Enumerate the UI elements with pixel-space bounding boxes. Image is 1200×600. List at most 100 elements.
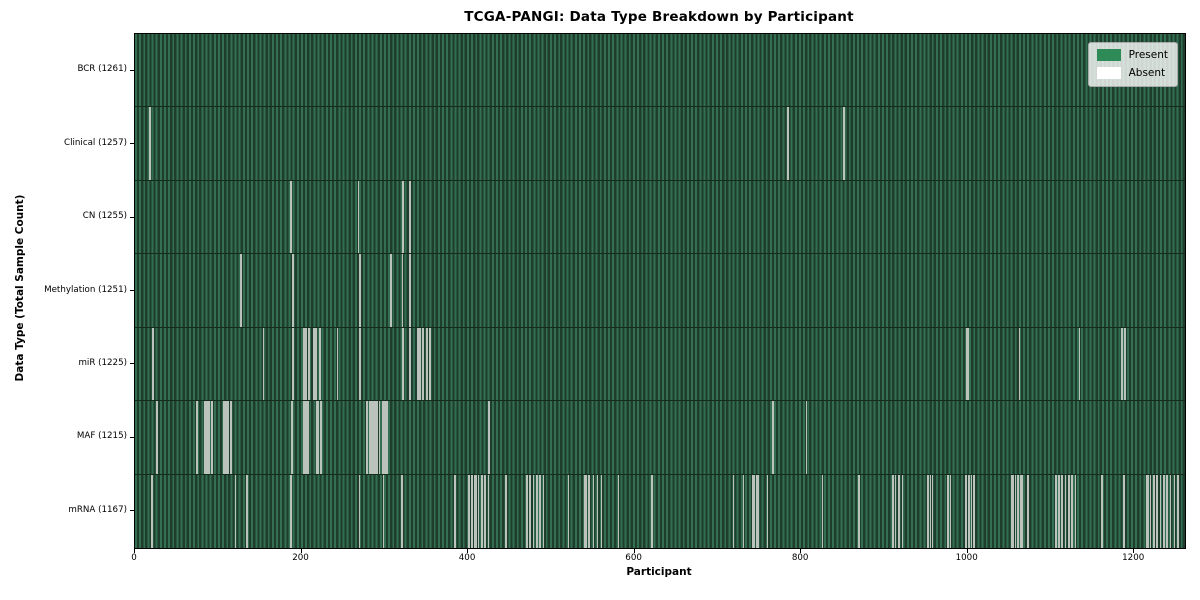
absent-mark — [539, 474, 541, 548]
absent-mark — [968, 474, 970, 548]
absent-mark — [419, 327, 421, 401]
xtick-mark — [467, 548, 469, 553]
absent-mark — [152, 327, 155, 401]
absent-mark — [894, 474, 897, 548]
absent-mark — [1011, 474, 1013, 548]
xtick-label: 1200 — [1122, 553, 1145, 563]
absent-mark — [336, 327, 339, 401]
absent-mark — [592, 474, 595, 548]
absent-mark — [1054, 474, 1057, 548]
ytick-mark — [130, 510, 134, 512]
absent-mark — [305, 401, 307, 474]
absent-mark — [207, 401, 209, 474]
absent-mark — [291, 401, 293, 474]
absent-mark — [766, 474, 769, 548]
absent-mark — [312, 327, 315, 401]
chart-title: TCGA-PANGI: Data Type Breakdown by Parti… — [464, 9, 854, 25]
absent-mark — [372, 401, 375, 474]
ytick-mark — [130, 363, 134, 365]
ytick-label-mrna: mRNA (1167) — [68, 504, 127, 515]
absent-mark — [964, 474, 967, 548]
absent-mark — [229, 401, 232, 474]
absent-mark — [369, 401, 371, 474]
absent-mark — [1074, 474, 1077, 548]
xtick-mark — [800, 548, 802, 553]
absent-mark — [204, 401, 207, 474]
absent-mark — [390, 254, 392, 327]
absent-mark — [303, 327, 306, 401]
xtick-label: 800 — [791, 553, 809, 563]
absent-mark — [931, 474, 934, 548]
absent-mark — [805, 401, 808, 474]
absent-mark — [381, 401, 384, 474]
absent-mark — [246, 474, 248, 548]
absent-mark — [505, 474, 507, 548]
absent-mark — [755, 474, 758, 548]
absent-mark — [1071, 474, 1073, 548]
present-swatch — [1096, 49, 1121, 61]
absent-mark — [1123, 474, 1126, 548]
absent-mark — [359, 327, 361, 401]
legend-label-absent: Absent — [1128, 67, 1166, 79]
absent-mark — [234, 474, 237, 548]
absent-mark — [378, 401, 381, 474]
absent-mark — [316, 401, 318, 474]
absent-mark — [467, 474, 470, 548]
absent-mark — [383, 401, 386, 474]
absent-mark — [308, 327, 311, 401]
absent-mark — [385, 401, 387, 474]
absent-mark — [303, 401, 306, 474]
absent-mark — [373, 401, 376, 474]
absent-mark — [149, 107, 152, 180]
absent-mark — [408, 254, 411, 327]
absent-mark — [484, 474, 486, 548]
absent-mark — [532, 474, 535, 548]
legend-item-present: Present — [1096, 49, 1168, 61]
absent-mark — [307, 327, 310, 401]
absent-mark — [650, 474, 653, 548]
absent-mark — [224, 401, 227, 474]
ytick-mark — [130, 436, 134, 438]
absent-mark — [262, 327, 265, 401]
absent-mark — [357, 180, 360, 254]
ytick-label-mir: miR (1225) — [78, 357, 127, 368]
absent-mark — [891, 474, 894, 548]
absent-mark — [1014, 474, 1017, 548]
heatmap-row-mrna — [135, 474, 1185, 548]
absent-mark — [858, 474, 860, 548]
absent-mark — [970, 474, 973, 548]
ytick-label-clinical: Clinical (1257) — [64, 137, 127, 148]
absent-mark — [319, 327, 321, 401]
absent-mark — [475, 474, 477, 548]
absent-mark — [732, 474, 734, 548]
xtick-mark — [300, 548, 302, 553]
absent-mark — [371, 401, 374, 474]
absent-mark — [1027, 474, 1029, 548]
absent-mark — [315, 327, 317, 401]
absent-mark — [454, 474, 456, 548]
absent-mark — [487, 401, 490, 474]
legend: Present Absent — [1087, 42, 1178, 87]
absent-mark — [1156, 474, 1158, 548]
xtick-label: 1000 — [955, 553, 978, 563]
absent-mark — [239, 254, 242, 327]
absent-mark — [651, 474, 654, 548]
absent-mark — [481, 474, 484, 548]
absent-mark — [409, 180, 411, 254]
absent-mark — [843, 107, 845, 180]
absent-mark — [752, 474, 754, 548]
absent-mark — [1123, 327, 1126, 401]
absent-mark — [211, 401, 213, 474]
absent-mark — [481, 474, 483, 548]
absent-mark — [359, 254, 361, 327]
absent-mark — [289, 474, 292, 548]
ytick-label-methylation: Methylation (1251) — [44, 284, 127, 295]
absent-mark — [821, 474, 824, 548]
absent-mark — [382, 401, 385, 474]
absent-mark — [306, 401, 308, 474]
absent-mark — [290, 474, 292, 548]
absent-mark — [370, 401, 372, 474]
absent-mark — [927, 474, 929, 548]
absent-mark — [1064, 474, 1067, 548]
